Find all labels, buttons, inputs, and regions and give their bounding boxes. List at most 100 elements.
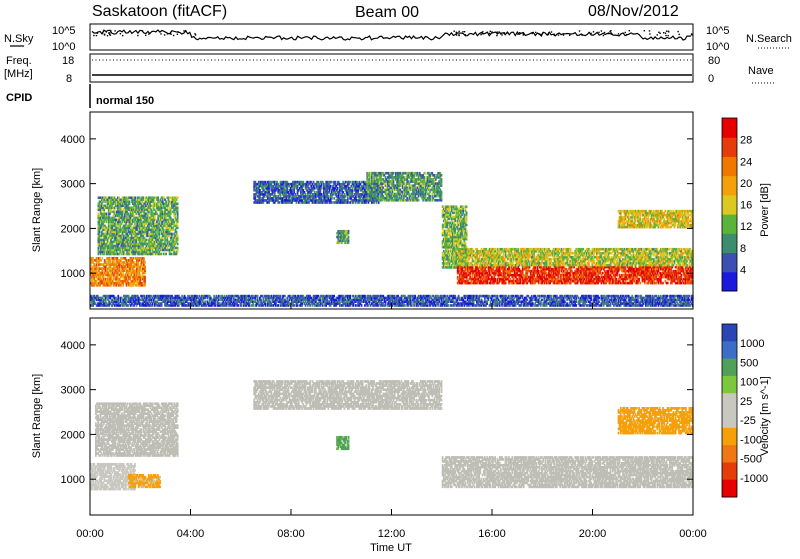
date-label: 08/Nov/2012	[588, 3, 679, 20]
noise-search-dot	[517, 34, 518, 35]
scatter-cell	[337, 187, 339, 190]
scatter-cell	[538, 270, 540, 273]
noise-search-dot	[665, 35, 666, 36]
noise-search-dot	[465, 34, 466, 35]
noise-search-dot	[569, 35, 570, 36]
noise-search-dot	[610, 30, 611, 31]
noise-search-dot	[593, 31, 594, 32]
noise-search-dot	[507, 32, 508, 33]
noise-search-dot	[563, 34, 564, 35]
scatter-cell	[134, 196, 136, 199]
scatter-cell	[494, 278, 496, 281]
noise-search-dot	[665, 33, 666, 34]
noise-search-dot	[462, 31, 463, 32]
scatter-cell	[171, 233, 173, 236]
beam-label: Beam 00	[355, 4, 419, 21]
noise-search-dot	[554, 34, 555, 35]
noise-search-dot	[581, 34, 582, 35]
freq-left-tick-bottom: 8	[66, 73, 72, 85]
scatter-cell	[177, 207, 179, 210]
scatter-cell	[425, 172, 427, 175]
noise-search-dot	[148, 33, 149, 34]
scatter-cell	[278, 201, 280, 204]
scatter-cell	[462, 205, 464, 208]
noise-search-dot	[97, 33, 98, 34]
freq-panel-frame	[90, 54, 693, 82]
noise-search-dot	[164, 34, 165, 35]
power-data-layer	[90, 172, 694, 307]
noise-search-dot	[691, 33, 692, 34]
noise-search-dot	[519, 32, 520, 33]
noise-search-dot	[456, 34, 457, 35]
noise-search-dot	[491, 31, 492, 32]
noise-search-dot	[104, 34, 105, 35]
scatter-cell	[177, 202, 179, 205]
noise-search-dot	[542, 32, 543, 33]
noise-search-dot	[548, 34, 549, 35]
noise-search-dot	[109, 34, 110, 35]
noise-search-dot	[588, 32, 589, 33]
scatter-cell	[177, 243, 179, 246]
noise-search-dot	[668, 31, 669, 32]
scatter-cell	[328, 195, 330, 198]
noise-search-dot	[482, 31, 483, 32]
scatter-cell	[331, 181, 333, 184]
scatter-cell	[144, 261, 146, 264]
scatter-cell	[142, 196, 144, 199]
noise-search-dot	[579, 30, 580, 31]
noise-search-dot	[657, 34, 658, 35]
scatter-cell	[165, 253, 167, 256]
scatter-cell	[176, 231, 178, 234]
noise-search-dot	[598, 32, 599, 33]
noise-search-dot	[629, 30, 630, 31]
freq-right-tick-bottom: 0	[708, 73, 714, 85]
noise-left-tick-top: 10^5	[52, 25, 76, 37]
noise-search-dot	[677, 31, 678, 32]
noise-search-dot	[170, 32, 171, 33]
noise-search-dot	[649, 30, 650, 31]
noise-search-dot	[679, 34, 680, 35]
noise-search-dot	[658, 32, 659, 33]
noise-search-dot	[114, 30, 115, 31]
noise-search-dot	[195, 34, 196, 35]
noise-search-dot	[456, 32, 457, 33]
noise-search-dot	[490, 31, 491, 32]
scatter-cell	[418, 199, 420, 202]
scatter-cell	[144, 265, 146, 268]
scatter-cell	[331, 201, 333, 204]
scatter-cell	[466, 205, 468, 208]
noise-search-dot	[489, 33, 490, 34]
scatter-cell	[393, 172, 395, 175]
scatter-cell	[466, 224, 468, 227]
noise-search-dot	[183, 30, 184, 31]
noise-search-dot	[106, 31, 107, 32]
scatter-cell	[177, 196, 179, 199]
noise-search-dot	[539, 34, 540, 35]
noise-search-dot	[459, 31, 460, 32]
noise-search-dot	[120, 33, 121, 34]
noise-search-dot	[604, 32, 605, 33]
scatter-cell	[102, 257, 104, 260]
noise-search-dot	[177, 34, 178, 35]
scatter-cell	[330, 185, 332, 188]
freq-left-tick-top: 18	[62, 55, 74, 67]
noise-search-dot	[145, 35, 146, 36]
noise-search-dot	[93, 35, 94, 36]
scatter-cell	[106, 213, 108, 216]
scatter-cell	[133, 257, 135, 260]
noise-search-dot	[532, 32, 533, 33]
noise-search-dot	[185, 30, 186, 31]
noise-search-dot	[137, 35, 138, 36]
scatter-cell	[441, 191, 443, 194]
noise-search-dot	[498, 31, 499, 32]
noise-search-dot	[668, 35, 669, 36]
noise-right-tick-top: 10^5	[706, 25, 730, 37]
noise-search-dot	[663, 32, 664, 33]
noise-search-dot	[626, 34, 627, 35]
noise-search-dot	[454, 31, 455, 32]
noise-search-dot	[558, 34, 559, 35]
noise-trace	[92, 30, 693, 40]
scatter-cell	[334, 181, 336, 184]
noise-search-dot	[482, 33, 483, 34]
